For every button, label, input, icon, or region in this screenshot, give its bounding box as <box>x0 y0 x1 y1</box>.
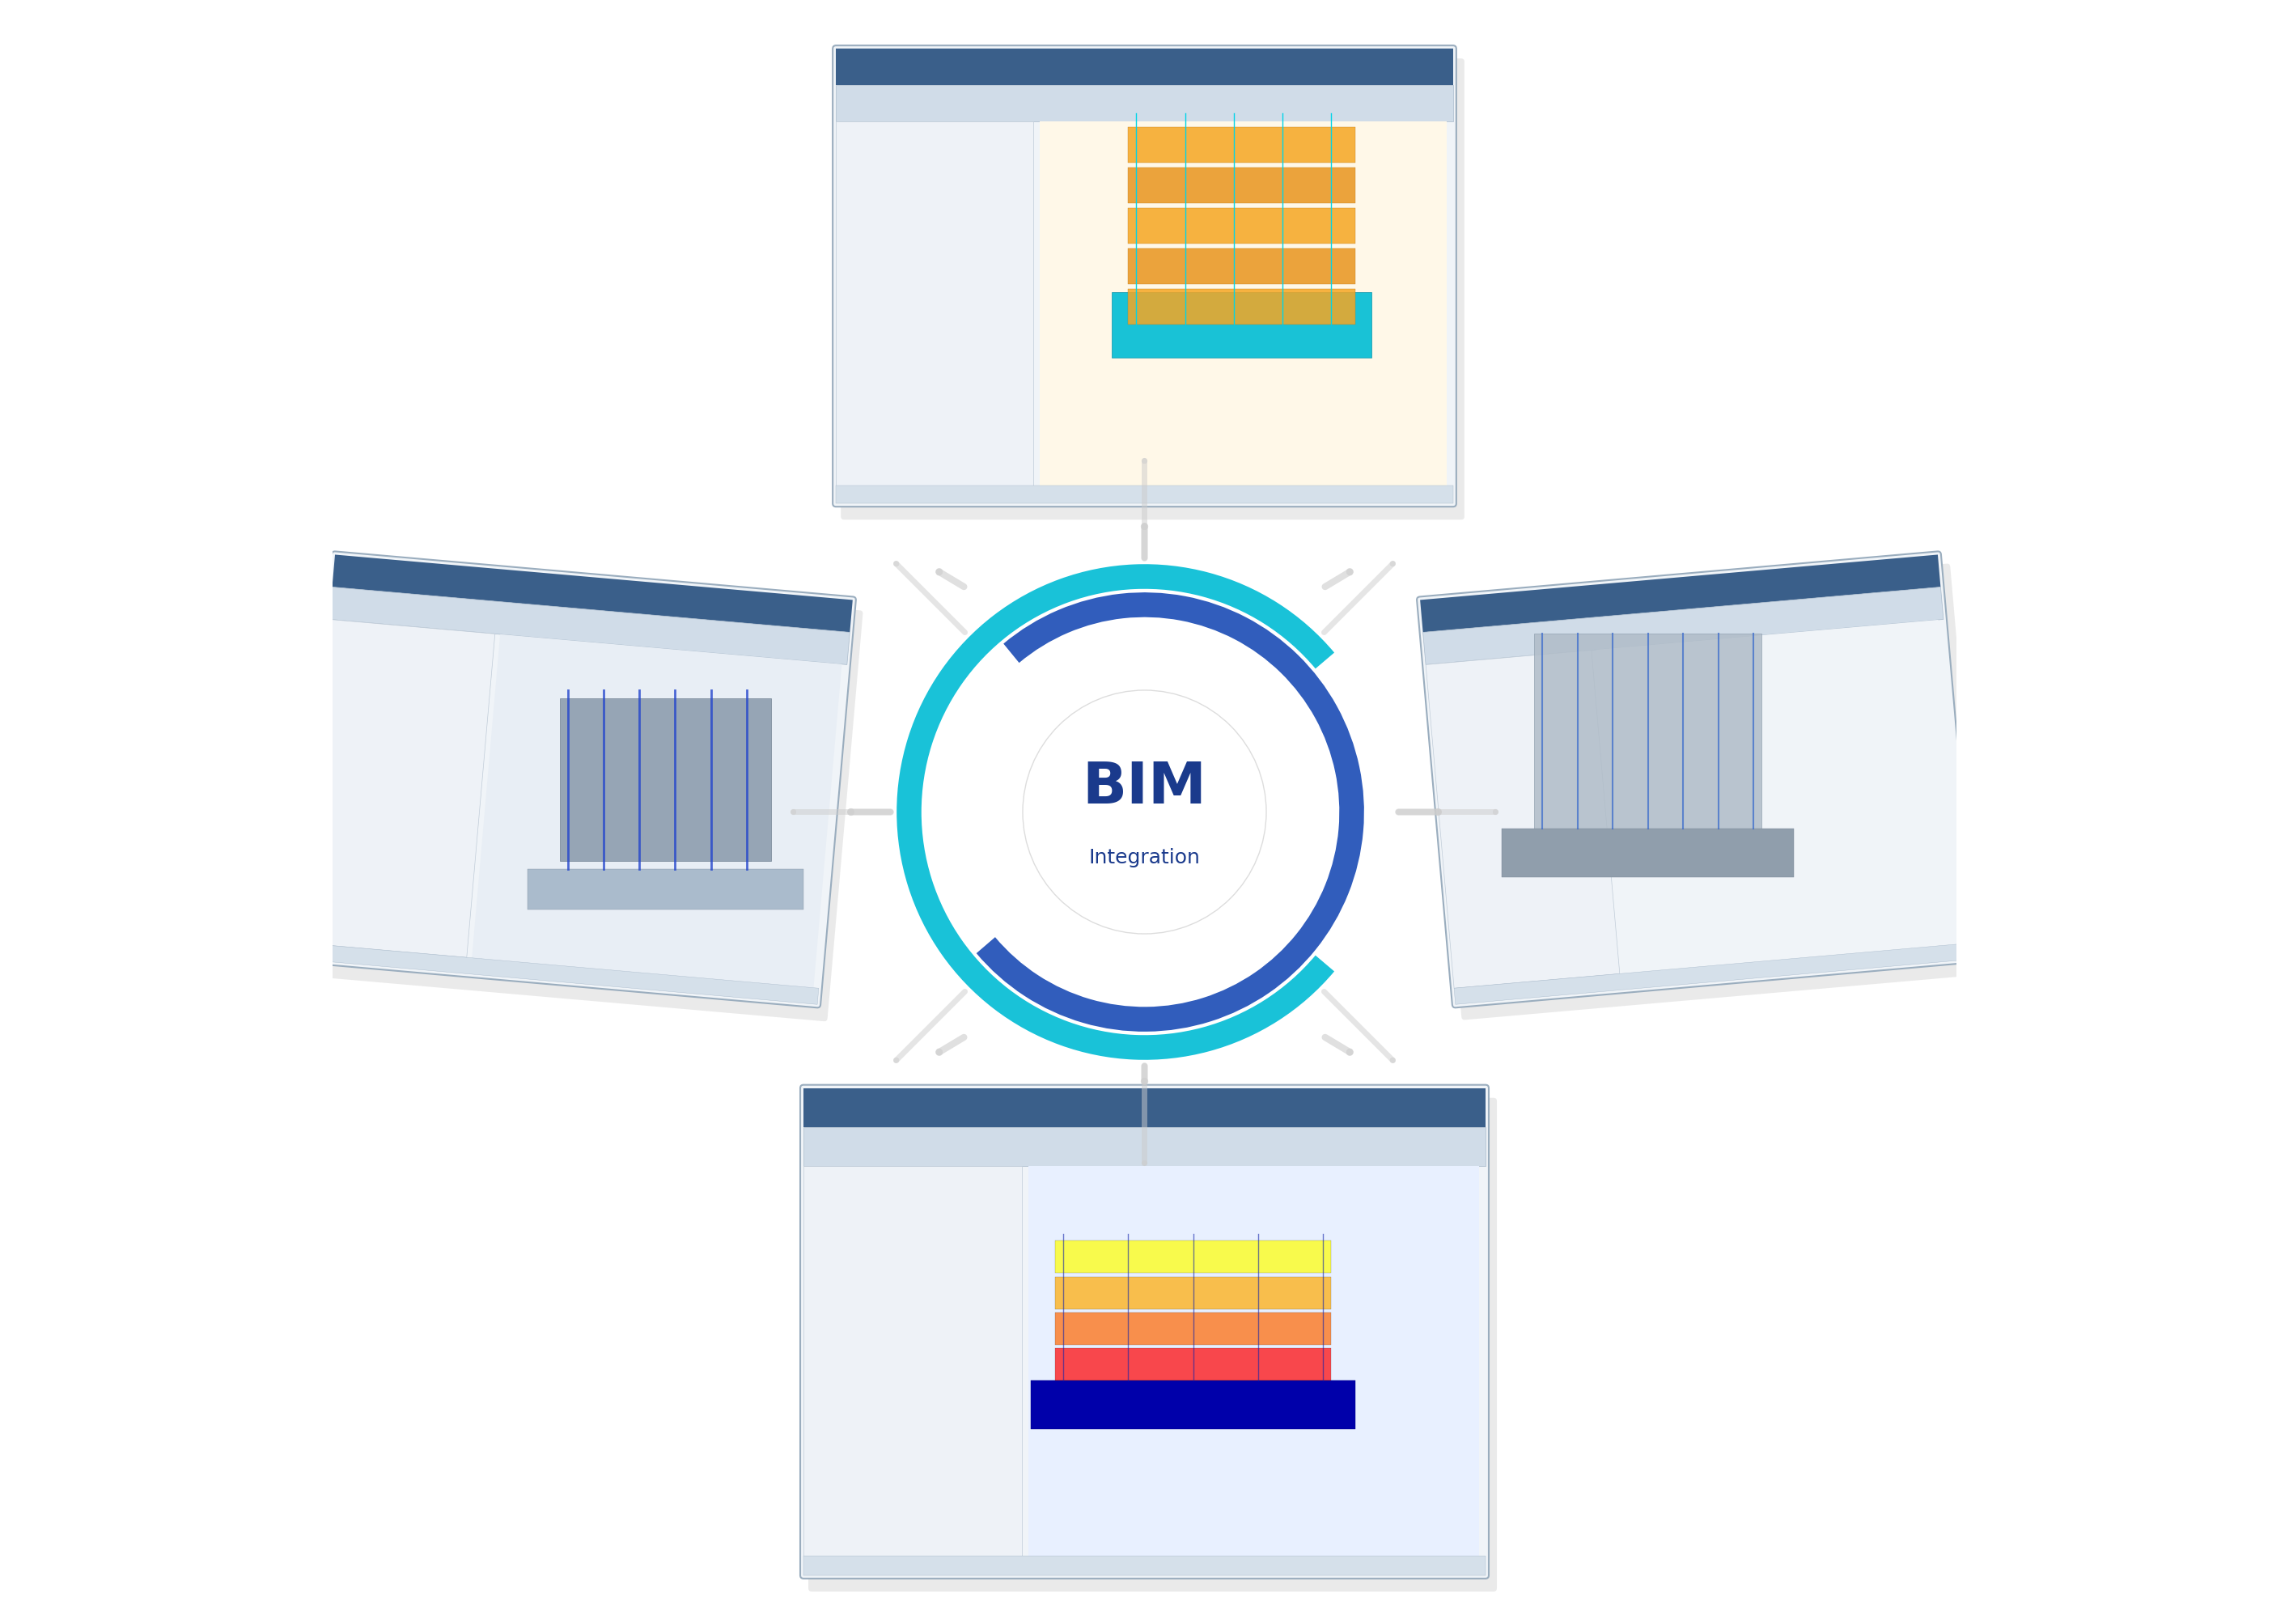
FancyBboxPatch shape <box>1055 1312 1332 1345</box>
FancyBboxPatch shape <box>1426 564 1985 1020</box>
FancyBboxPatch shape <box>1454 944 1973 1004</box>
FancyBboxPatch shape <box>1055 1241 1332 1273</box>
FancyBboxPatch shape <box>1030 1380 1355 1429</box>
FancyBboxPatch shape <box>803 1556 1486 1575</box>
FancyBboxPatch shape <box>1128 208 1355 244</box>
FancyBboxPatch shape <box>835 84 1454 122</box>
FancyBboxPatch shape <box>304 565 863 1021</box>
FancyBboxPatch shape <box>1055 1348 1332 1380</box>
FancyBboxPatch shape <box>1028 1166 1479 1556</box>
FancyBboxPatch shape <box>1426 650 1621 989</box>
FancyBboxPatch shape <box>561 698 771 861</box>
FancyBboxPatch shape <box>1039 122 1447 486</box>
FancyBboxPatch shape <box>801 1085 1488 1579</box>
FancyBboxPatch shape <box>1128 127 1355 162</box>
FancyBboxPatch shape <box>1112 292 1371 357</box>
FancyBboxPatch shape <box>1502 828 1795 877</box>
FancyBboxPatch shape <box>526 869 803 909</box>
FancyBboxPatch shape <box>300 944 819 1004</box>
FancyBboxPatch shape <box>1598 620 1966 973</box>
FancyBboxPatch shape <box>833 45 1456 507</box>
FancyBboxPatch shape <box>1128 167 1355 203</box>
Text: Integration: Integration <box>1090 848 1199 867</box>
FancyBboxPatch shape <box>835 122 1032 486</box>
FancyBboxPatch shape <box>840 58 1465 520</box>
Text: BIM: BIM <box>1083 760 1206 815</box>
FancyBboxPatch shape <box>1055 1276 1332 1309</box>
FancyBboxPatch shape <box>302 619 494 958</box>
FancyBboxPatch shape <box>808 1098 1497 1592</box>
FancyBboxPatch shape <box>803 1166 1021 1556</box>
FancyBboxPatch shape <box>330 586 849 664</box>
FancyBboxPatch shape <box>332 555 854 632</box>
FancyBboxPatch shape <box>472 635 842 987</box>
FancyBboxPatch shape <box>1419 555 1941 632</box>
FancyBboxPatch shape <box>803 1127 1486 1166</box>
FancyBboxPatch shape <box>1534 633 1763 828</box>
FancyBboxPatch shape <box>1128 289 1355 325</box>
FancyBboxPatch shape <box>1128 248 1355 284</box>
FancyBboxPatch shape <box>835 486 1454 503</box>
FancyBboxPatch shape <box>803 1088 1486 1127</box>
FancyBboxPatch shape <box>1424 586 1943 664</box>
FancyBboxPatch shape <box>1417 552 1975 1007</box>
FancyBboxPatch shape <box>295 552 856 1007</box>
Circle shape <box>1023 690 1266 934</box>
FancyBboxPatch shape <box>835 49 1454 84</box>
